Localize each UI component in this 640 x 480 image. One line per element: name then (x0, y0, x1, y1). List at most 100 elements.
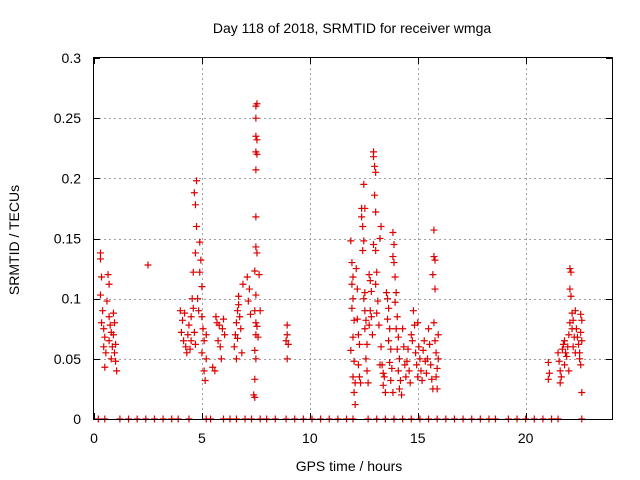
data-point (234, 307, 242, 315)
data-point (215, 321, 223, 329)
data-point (359, 222, 367, 230)
plot-frame (93, 57, 613, 420)
data-point (387, 376, 395, 384)
data-point (384, 295, 392, 303)
data-point (362, 316, 370, 324)
data-point (373, 268, 381, 276)
data-point (391, 298, 399, 306)
data-point (416, 355, 424, 363)
data-point (359, 247, 367, 255)
data-point (566, 265, 574, 273)
data-point (100, 325, 108, 333)
data-point (350, 316, 358, 324)
data-point (556, 379, 564, 387)
y-tick-label: 0 (73, 411, 81, 427)
y-tick-label: 0.1 (62, 291, 82, 307)
data-point (235, 301, 243, 309)
data-point (418, 376, 426, 384)
data-point (373, 309, 381, 317)
data-point (189, 268, 197, 276)
data-point (398, 391, 406, 399)
data-point (544, 358, 552, 366)
data-point (426, 340, 434, 348)
data-point (578, 337, 586, 345)
data-point (180, 337, 188, 345)
data-point (394, 367, 402, 375)
data-point (355, 340, 363, 348)
data-point (252, 355, 260, 363)
data-point (413, 361, 421, 369)
data-point (193, 222, 201, 230)
data-point (347, 346, 355, 354)
data-point (430, 253, 438, 261)
data-point (191, 201, 199, 209)
data-point (212, 313, 220, 321)
data-point (365, 321, 373, 329)
data-point (111, 349, 119, 357)
y-tick-label: 0.3 (62, 50, 82, 66)
data-point (417, 367, 425, 375)
data-point (191, 249, 199, 257)
data-point (563, 352, 571, 360)
data-point (377, 343, 385, 351)
data-point (400, 343, 408, 351)
data-point (350, 389, 358, 397)
data-point (407, 331, 415, 339)
data-point (178, 316, 186, 324)
data-point (569, 316, 577, 324)
data-point (236, 313, 244, 321)
data-point (372, 247, 380, 255)
data-point (414, 319, 422, 327)
data-point (419, 346, 427, 354)
data-point (363, 340, 371, 348)
data-point (562, 349, 570, 357)
data-point (231, 331, 239, 339)
data-point (545, 369, 553, 377)
data-point (425, 325, 433, 333)
x-tick-label: 20 (518, 430, 534, 446)
data-point (245, 285, 253, 293)
data-point (567, 292, 575, 300)
data-point (354, 331, 362, 339)
data-point (371, 191, 379, 199)
data-point (349, 373, 357, 381)
data-point (198, 313, 206, 321)
data-point (348, 259, 356, 267)
data-point (347, 237, 355, 245)
data-point (246, 310, 254, 318)
data-point (569, 343, 577, 351)
data-point (113, 367, 121, 375)
data-point (109, 309, 117, 317)
data-point (185, 321, 193, 329)
data-point (253, 136, 261, 144)
data-point (370, 153, 378, 161)
x-tick-label: 5 (198, 430, 206, 446)
data-point (198, 349, 206, 357)
data-point (394, 333, 402, 341)
data-point (252, 319, 260, 327)
data-point (392, 289, 400, 297)
data-point (431, 337, 439, 345)
data-point (200, 337, 208, 345)
data-point (384, 315, 392, 323)
data-point (186, 345, 194, 353)
data-point (252, 291, 260, 299)
data-point (252, 243, 260, 251)
data-point (282, 337, 290, 345)
data-point (385, 304, 393, 312)
data-point (381, 389, 389, 397)
x-tick-label: 0 (90, 430, 98, 446)
data-point (408, 337, 416, 345)
data-point (198, 283, 206, 291)
data-point (433, 385, 441, 393)
x-tick-label: 10 (302, 430, 318, 446)
data-point (386, 358, 394, 366)
data-point (177, 328, 185, 336)
data-point (105, 280, 113, 288)
data-point (401, 361, 409, 369)
y-tick-label: 0.2 (62, 170, 82, 186)
data-point (183, 349, 191, 357)
data-point (349, 333, 357, 341)
data-point (98, 319, 106, 327)
